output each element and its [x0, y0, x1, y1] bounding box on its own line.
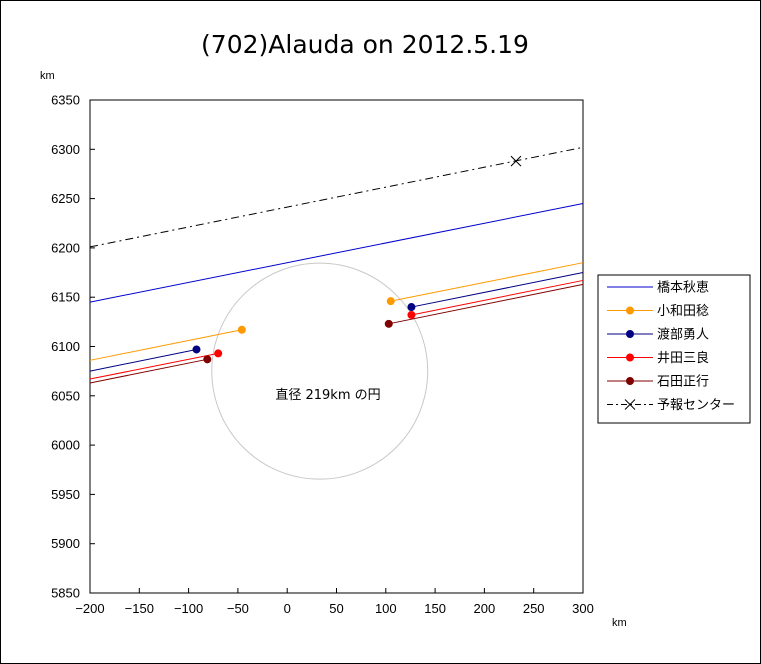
legend-label: 渡部勇人: [657, 327, 709, 343]
x-tick-label: 0: [284, 601, 291, 616]
series-3-point: [407, 303, 416, 312]
series-1: [89, 203, 584, 303]
series-2-line-1: [89, 329, 242, 361]
y-tick-label: 6350: [51, 93, 80, 108]
y-tick-label: 6150: [51, 290, 80, 305]
diameter-circle: [211, 262, 429, 480]
y-tick-label: 6100: [51, 339, 80, 354]
legend-label: 橋本秋恵: [657, 281, 709, 296]
series-3: [89, 272, 584, 372]
plot-area: [89, 99, 584, 594]
series-6-line-1: [89, 146, 584, 248]
legend-label: 井田三良: [657, 350, 709, 366]
x-tick-label: −200: [75, 601, 104, 616]
chart-title: (702)Alauda on 2012.5.19: [201, 30, 529, 59]
y-axis: 5850 5900 5950 6000 6050 6100 6150 6200 6250 6300…: [51, 93, 95, 601]
y-tick-label: 6050: [51, 388, 80, 403]
x-tick-label: −50: [227, 601, 249, 616]
series-4-point: [214, 349, 223, 358]
x-tick-label: 100: [375, 601, 397, 616]
series-4: [89, 279, 584, 380]
plot-content: [89, 146, 584, 480]
series-4-line-2: [411, 279, 584, 316]
series-5-line-1: [89, 358, 208, 384]
x-tick-label: 200: [474, 601, 496, 616]
y-axis-unit: km: [40, 70, 55, 82]
legend-marker: [626, 306, 634, 315]
series-3-point: [192, 345, 201, 354]
series-6: [89, 146, 584, 248]
legend-label: 予報センター: [657, 398, 735, 413]
y-tick-label: 6250: [51, 191, 80, 206]
legend-label: 石田正行: [657, 375, 709, 390]
y-tick-label: 6200: [51, 240, 80, 255]
series-6-point: [510, 155, 522, 167]
legend-item-4: 井田三良: [607, 350, 709, 366]
x-tick-label: −100: [174, 601, 203, 616]
series-2-line-2: [390, 262, 584, 302]
series-1-line-1: [89, 203, 584, 303]
x-tick-label: 300: [572, 601, 594, 616]
series-2: [89, 262, 584, 361]
series-6-point-b: [510, 155, 522, 167]
series-4-line-1: [89, 352, 219, 380]
y-tick-label: 6000: [51, 438, 80, 453]
x-tick-label: −150: [125, 601, 154, 616]
x-axis-unit: km: [612, 617, 627, 629]
series-2-point: [237, 325, 246, 334]
y-tick-label: 5900: [51, 536, 80, 551]
legend-label: 小和田稔: [657, 304, 709, 319]
legend-marker-b: [624, 399, 636, 410]
x-axis: −200 −150 −100 −50 0 50 100 150 200 250 300: [75, 588, 594, 616]
x-tick-label: 250: [523, 601, 545, 616]
legend-marker: [626, 377, 634, 385]
legend-box: [597, 274, 751, 424]
series-5-line-2: [388, 283, 584, 325]
legend-marker: [626, 353, 634, 362]
circle-annotation: 直径 219km の円: [275, 388, 380, 403]
series-3-line-2: [411, 272, 584, 308]
legend-item-1: 橋本秋恵: [607, 281, 709, 296]
legend-item-2: 小和田稔: [607, 304, 709, 319]
x-tick-label: 50: [329, 601, 343, 616]
x-tick-label: 150: [424, 601, 446, 616]
series-3-line-1: [89, 348, 197, 372]
series-5: [89, 283, 584, 384]
legend-item-5: 石田正行: [607, 375, 709, 390]
y-tick-label: 5850: [51, 586, 80, 601]
legend-item-6: 予報センター: [607, 398, 735, 413]
y-tick-label: 5950: [51, 487, 80, 502]
legend-marker: [624, 399, 636, 410]
series-5-point: [203, 355, 212, 364]
legend-marker: [626, 330, 634, 338]
legend-item-3: 渡部勇人: [607, 327, 709, 343]
y-tick-label: 6300: [51, 142, 80, 157]
series-2-point: [386, 297, 395, 306]
series-4-point: [407, 310, 416, 319]
series-5-point: [384, 319, 393, 328]
